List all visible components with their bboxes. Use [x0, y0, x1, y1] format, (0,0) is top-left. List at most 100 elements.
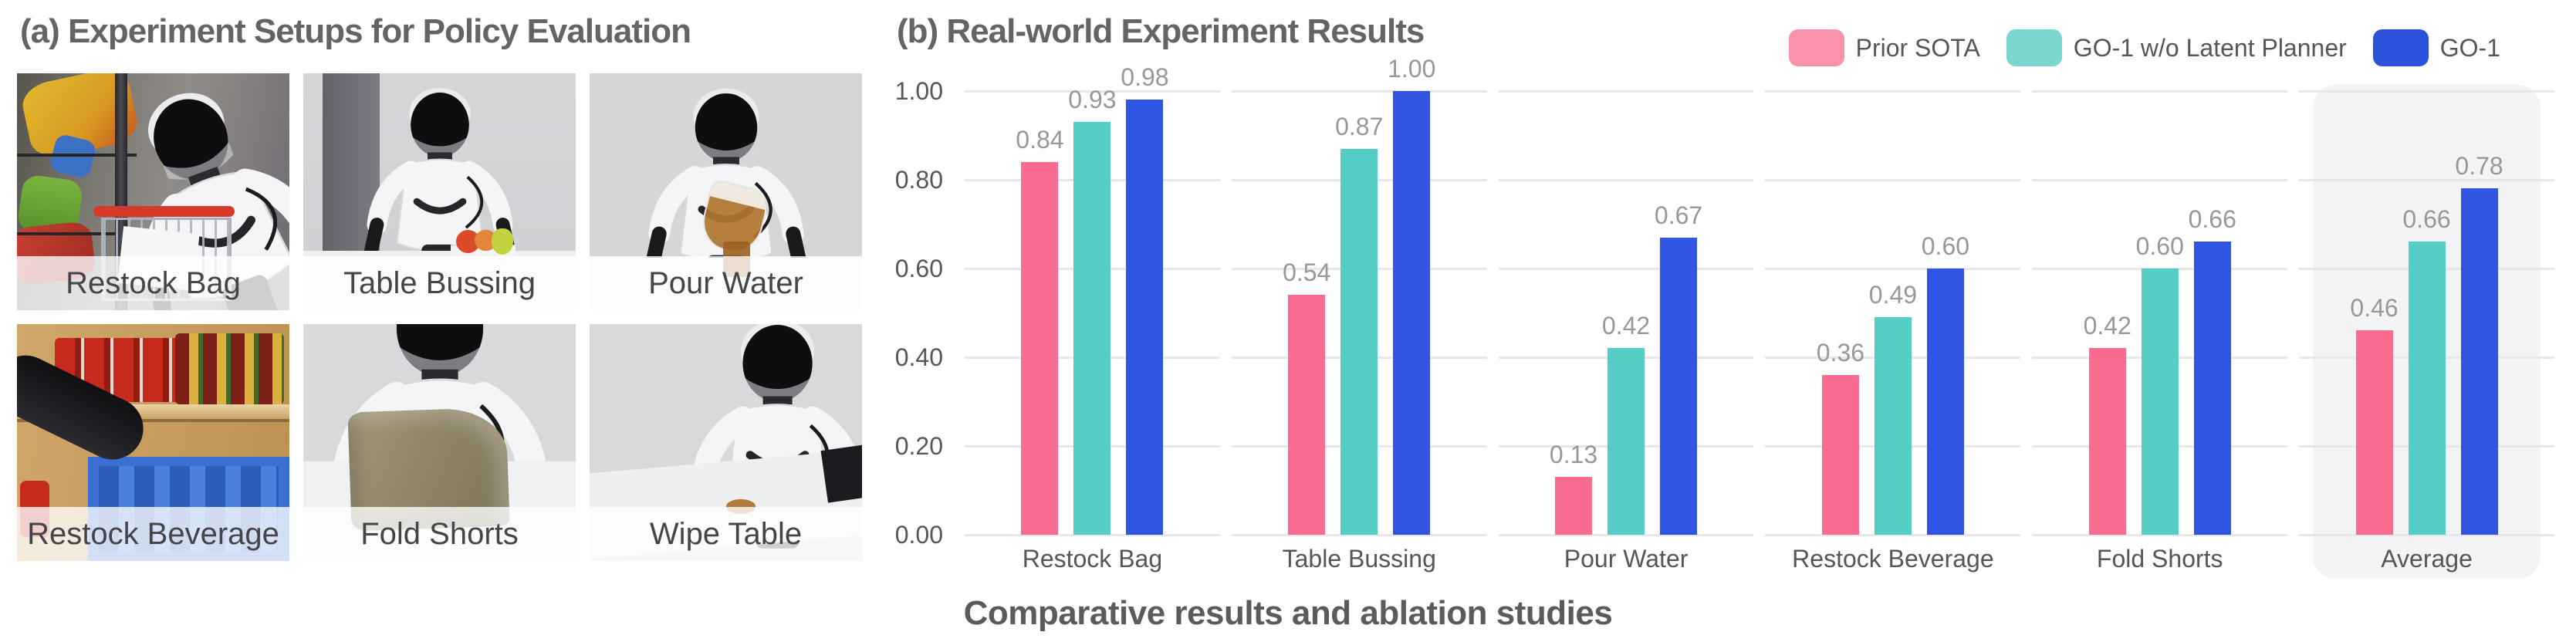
- y-tick-label: 0.60: [894, 255, 943, 282]
- photo-table-bussing: Table Bussing: [303, 73, 576, 310]
- bar-go-1-w-o-latent-planner-fold-shorts: 0.60: [2136, 232, 2184, 535]
- bar-value-label: 0.36: [1816, 339, 1865, 367]
- bar-value-label: 0.66: [2188, 205, 2236, 233]
- bar-prior-sota-fold-shorts: 0.42: [2084, 312, 2131, 535]
- gridline: [1765, 533, 2021, 536]
- gridline: [2032, 178, 2288, 181]
- gridline: [1498, 90, 1754, 93]
- photo-label-strip: Pour Water: [590, 256, 862, 310]
- bar-value-label: 0.93: [1068, 86, 1117, 113]
- photo-restock-beverage: Restock Beverage: [17, 324, 289, 561]
- category-label: Fold Shorts: [2096, 545, 2223, 573]
- bar-value-label: 0.54: [1283, 258, 1331, 286]
- gridline: [1765, 267, 2021, 270]
- chart-group-fold-shorts: 0.42 0.60 0.66 Fold Shorts: [2032, 90, 2288, 573]
- chart-group-pour-water: 0.13 0.42 0.67 Pour Water: [1498, 90, 1754, 573]
- bar-group-pour-water: 0.13 0.42 0.67: [1499, 201, 1754, 535]
- bar-group-average: 0.46 0.66 0.78: [2299, 152, 2554, 535]
- gridline: [1498, 178, 1754, 181]
- gridline: [965, 533, 1220, 536]
- bar-go-1-w-o-latent-planner-restock-bag: 0.93: [1068, 86, 1117, 535]
- legend-label: Prior SOTA: [1855, 33, 1980, 62]
- bar-value-label: 0.78: [2455, 152, 2503, 180]
- legend-swatch: [2006, 29, 2062, 66]
- bar-group-restock-beverage: 0.36 0.49 0.60: [1765, 232, 2020, 535]
- bar-value-label: 0.42: [2083, 312, 2131, 340]
- y-tick-label: 0.00: [894, 521, 943, 549]
- wire: [17, 231, 137, 235]
- chart-group-average: 0.46 0.66 0.78 Average: [2299, 85, 2554, 579]
- gridline: [1498, 533, 1754, 536]
- panel-a-title: (a) Experiment Setups for Policy Evaluat…: [20, 12, 691, 50]
- photo-label: Restock Bag: [66, 265, 241, 300]
- legend-item-prior-sota: Prior SOTA: [1788, 29, 1980, 66]
- gridline: [1498, 267, 1754, 270]
- bar-prior-sota-average: 0.46: [2350, 294, 2399, 535]
- photo-label: Wipe Table: [649, 516, 803, 551]
- cartbar: [93, 205, 235, 217]
- plot-area: 0.84 0.93 0.98 Restock Bag 0.54 0.87 1.00 Table…: [965, 55, 2554, 579]
- bar-go-1-w-o-latent-planner-restock-beverage: 0.49: [1869, 281, 1917, 535]
- chart-legend: Prior SOTA GO-1 w/o Latent Planner GO-1: [1788, 29, 2500, 66]
- bar-go-1-w-o-latent-planner-pour-water: 0.42: [1602, 312, 1650, 535]
- category-label: Restock Beverage: [1792, 545, 1994, 573]
- bar-go-1-pour-water: 0.67: [1655, 201, 1702, 535]
- bar-go-1-average: 0.78: [2455, 152, 2503, 535]
- y-tick-label: 0.20: [894, 432, 943, 460]
- y-tick-label: 0.80: [894, 166, 943, 194]
- gridline: [1231, 533, 1487, 536]
- photo-wipe-table: Wipe Table: [590, 324, 862, 561]
- gridline: [2299, 90, 2554, 93]
- panel-b-title: (b) Real-world Experiment Results: [897, 12, 1425, 50]
- bar-prior-sota-pour-water: 0.13: [1550, 441, 1597, 535]
- bar-value-label: 0.60: [1921, 232, 1970, 260]
- photo-label-strip: Restock Bag: [17, 256, 289, 310]
- legend-item-go-1-w-o-latent-planner: GO-1 w/o Latent Planner: [2006, 29, 2347, 66]
- bar-group-fold-shorts: 0.42 0.60 0.66: [2032, 205, 2287, 535]
- category-label: Table Bussing: [1282, 545, 1436, 573]
- bar-value-label: 0.98: [1121, 63, 1169, 91]
- bar-value-label: 0.87: [1335, 113, 1384, 140]
- photo-label-strip: Restock Beverage: [17, 507, 289, 561]
- category-label: Pour Water: [1564, 545, 1689, 573]
- bar-group-restock-bag: 0.84 0.93 0.98: [965, 63, 1220, 535]
- gridline: [1231, 90, 1487, 93]
- photo-pour-water: Pour Water: [590, 73, 862, 310]
- bar-value-label: 0.84: [1016, 126, 1064, 154]
- gridline: [2299, 533, 2554, 536]
- gridline: [1765, 90, 2021, 93]
- bar-value-label: 0.67: [1654, 201, 1703, 229]
- photo-label-strip: Table Bussing: [303, 256, 576, 310]
- fruit: [491, 228, 513, 255]
- bar-prior-sota-restock-bag: 0.84: [1016, 126, 1064, 535]
- photo-restock-bag: Restock Bag: [17, 73, 289, 310]
- bar-go-1-restock-bag: 0.98: [1121, 63, 1169, 535]
- gridline: [2299, 178, 2554, 181]
- photo-fold-shorts: Fold Shorts: [303, 324, 576, 561]
- wire: [17, 154, 137, 157]
- bar-value-label: 0.66: [2402, 205, 2451, 233]
- legend-label: GO-1 w/o Latent Planner: [2073, 33, 2347, 62]
- photo-label-strip: Wipe Table: [590, 507, 862, 561]
- gridline: [1765, 178, 2021, 181]
- photo-label: Pour Water: [648, 265, 803, 300]
- photo-label: Table Bussing: [343, 265, 536, 300]
- gridline: [965, 90, 1220, 93]
- photo-label-strip: Fold Shorts: [303, 507, 576, 561]
- chart-group-restock-beverage: 0.36 0.49 0.60 Restock Beverage: [1765, 90, 2021, 573]
- bar-go-1-fold-shorts: 0.66: [2189, 205, 2236, 535]
- bar-go-1-w-o-latent-planner-table-bussing: 0.87: [1335, 113, 1383, 535]
- y-tick-label: 1.00: [894, 77, 943, 105]
- photo-label: Fold Shorts: [360, 516, 519, 551]
- y-tick-label: 0.40: [894, 343, 943, 371]
- bar-value-label: 0.42: [1601, 312, 1651, 340]
- bar-value-label: 1.00: [1388, 55, 1436, 83]
- bar-go-1-restock-beverage: 0.60: [1922, 232, 1969, 535]
- bar-prior-sota-table-bussing: 0.54: [1283, 258, 1330, 535]
- gridline: [2032, 533, 2288, 536]
- bar-value-label: 0.46: [2350, 294, 2399, 322]
- bar-group-table-bussing: 0.54 0.87 1.00: [1232, 55, 1487, 535]
- y-axis-tick-labels: 0.00 0.20 0.40 0.60 0.80 1.00: [787, 77, 943, 549]
- bar-go-1-w-o-latent-planner-average: 0.66: [2402, 205, 2451, 535]
